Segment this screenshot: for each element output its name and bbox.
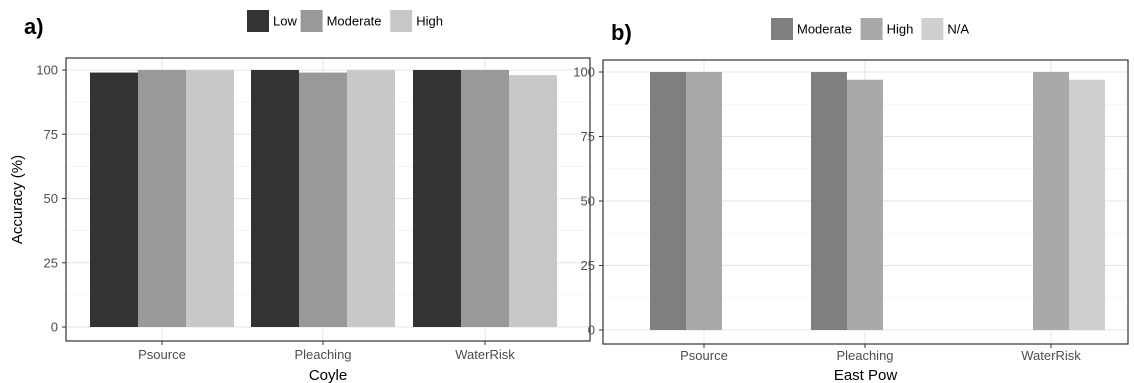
bar-high-waterrisk bbox=[509, 75, 557, 327]
bar-n-a-waterrisk bbox=[1069, 79, 1105, 331]
x-axis-title: Coyle bbox=[309, 367, 347, 383]
legend-label-high: High bbox=[416, 14, 443, 29]
legend-swatch-moderate bbox=[771, 18, 793, 40]
bar-low-psource bbox=[90, 72, 138, 327]
x-tick-label-pleaching: Pleaching bbox=[836, 348, 893, 363]
x-tick-label-psource: Psource bbox=[138, 347, 186, 362]
y-tick-label: 100 bbox=[573, 65, 595, 80]
bar-high-pleaching bbox=[347, 70, 395, 327]
legend-label-low: Low bbox=[273, 14, 297, 29]
y-tick-label: 75 bbox=[581, 129, 595, 144]
y-tick-label: 25 bbox=[581, 258, 595, 273]
bar-moderate-psource bbox=[650, 72, 686, 330]
x-tick-label-waterrisk: WaterRisk bbox=[455, 347, 515, 362]
y-tick-label: 50 bbox=[44, 191, 58, 206]
y-axis-title: Accuracy (%) bbox=[9, 155, 26, 244]
panel-label-0: a) bbox=[24, 14, 44, 39]
legend-swatch-high bbox=[860, 18, 883, 40]
y-tick-label: 25 bbox=[44, 255, 58, 270]
x-axis-title: East Pow bbox=[834, 367, 898, 383]
bar-high-psource bbox=[686, 72, 722, 330]
legend-label-n-a: N/A bbox=[947, 22, 969, 37]
bar-high-pleaching bbox=[847, 79, 883, 331]
legend-swatch-low bbox=[247, 10, 269, 32]
legend-swatch-moderate bbox=[300, 10, 323, 32]
y-tick-label: 100 bbox=[36, 63, 58, 78]
x-tick-label-waterrisk: WaterRisk bbox=[1021, 348, 1081, 363]
x-tick-label-psource: Psource bbox=[680, 348, 728, 363]
legend-swatch-n-a bbox=[921, 18, 944, 40]
legend-swatch-high bbox=[390, 10, 413, 32]
bar-moderate-psource bbox=[138, 70, 186, 327]
y-tick-label: 0 bbox=[51, 320, 58, 335]
legend-label-moderate: Moderate bbox=[797, 22, 852, 37]
bar-low-pleaching bbox=[251, 70, 299, 327]
panel-label-1: b) bbox=[611, 20, 632, 45]
bar-moderate-pleaching bbox=[299, 72, 347, 327]
y-tick-label: 75 bbox=[44, 127, 58, 142]
y-tick-label: 0 bbox=[588, 323, 595, 338]
legend-label-moderate: Moderate bbox=[327, 14, 382, 29]
bar-moderate-pleaching bbox=[811, 72, 847, 330]
legend-label-high: High bbox=[887, 22, 914, 37]
plot-frame bbox=[65, 57, 591, 342]
y-tick-label: 50 bbox=[581, 194, 595, 209]
bar-low-waterrisk bbox=[413, 70, 461, 327]
panel-b: b) 0 25 50 75 100 Psource Pleaching WaterRisk Eas… bbox=[573, 18, 1129, 383]
bar-high-waterrisk bbox=[1033, 72, 1069, 330]
bar-high-psource bbox=[186, 70, 234, 327]
panel-a: a) 0 25 50 75 100 Psource Pleaching WaterRisk Coy… bbox=[9, 10, 591, 383]
bar-moderate-waterrisk bbox=[461, 70, 509, 327]
x-tick-label-pleaching: Pleaching bbox=[294, 347, 351, 362]
